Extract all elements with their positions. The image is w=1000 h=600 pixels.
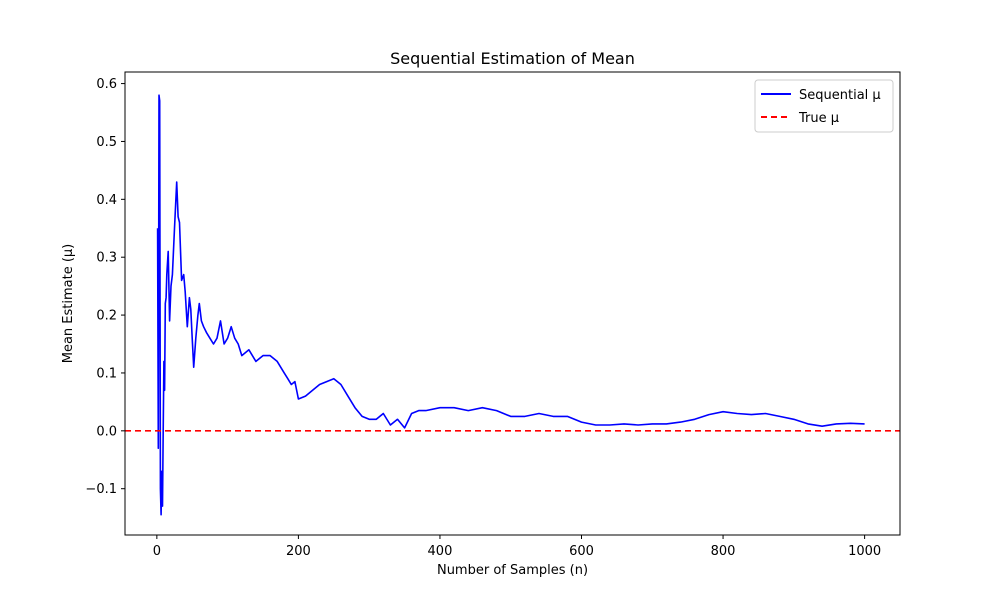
y-tick-label: 0.1 bbox=[96, 366, 117, 381]
y-tick-label: 0.3 bbox=[96, 251, 117, 266]
y-tick-label: −0.1 bbox=[85, 482, 117, 497]
x-axis-title: Number of Samples (n) bbox=[437, 563, 588, 578]
y-tick-label: 0.6 bbox=[96, 77, 117, 92]
y-tick-label: 0.2 bbox=[96, 309, 117, 324]
x-tick-label: 1000 bbox=[848, 544, 881, 559]
y-tick-label: 0.5 bbox=[96, 135, 117, 150]
x-axis: 0 200 400 600 800 1000 bbox=[153, 535, 881, 559]
y-axis-title: Mean Estimate (μ) bbox=[61, 244, 76, 364]
legend-label-sequential: Sequential μ bbox=[799, 88, 881, 103]
x-tick-label: 200 bbox=[286, 544, 311, 559]
y-axis: −0.1 0.0 0.1 0.2 0.3 0.4 0.5 0.6 bbox=[85, 77, 125, 497]
x-tick-label: 400 bbox=[428, 544, 453, 559]
chart-title: Sequential Estimation of Mean bbox=[390, 49, 635, 68]
y-tick-label: 0.0 bbox=[96, 424, 117, 439]
x-tick-label: 600 bbox=[569, 544, 594, 559]
legend: Sequential μ True μ bbox=[754, 79, 894, 133]
x-tick-label: 0 bbox=[153, 544, 161, 559]
legend-label-true: True μ bbox=[798, 111, 839, 126]
series-line-sequential-mu bbox=[156, 94, 865, 516]
axes-frame bbox=[124, 71, 901, 536]
y-tick-label: 0.4 bbox=[96, 193, 117, 208]
plot-area bbox=[125, 94, 900, 516]
x-tick-label: 800 bbox=[711, 544, 736, 559]
